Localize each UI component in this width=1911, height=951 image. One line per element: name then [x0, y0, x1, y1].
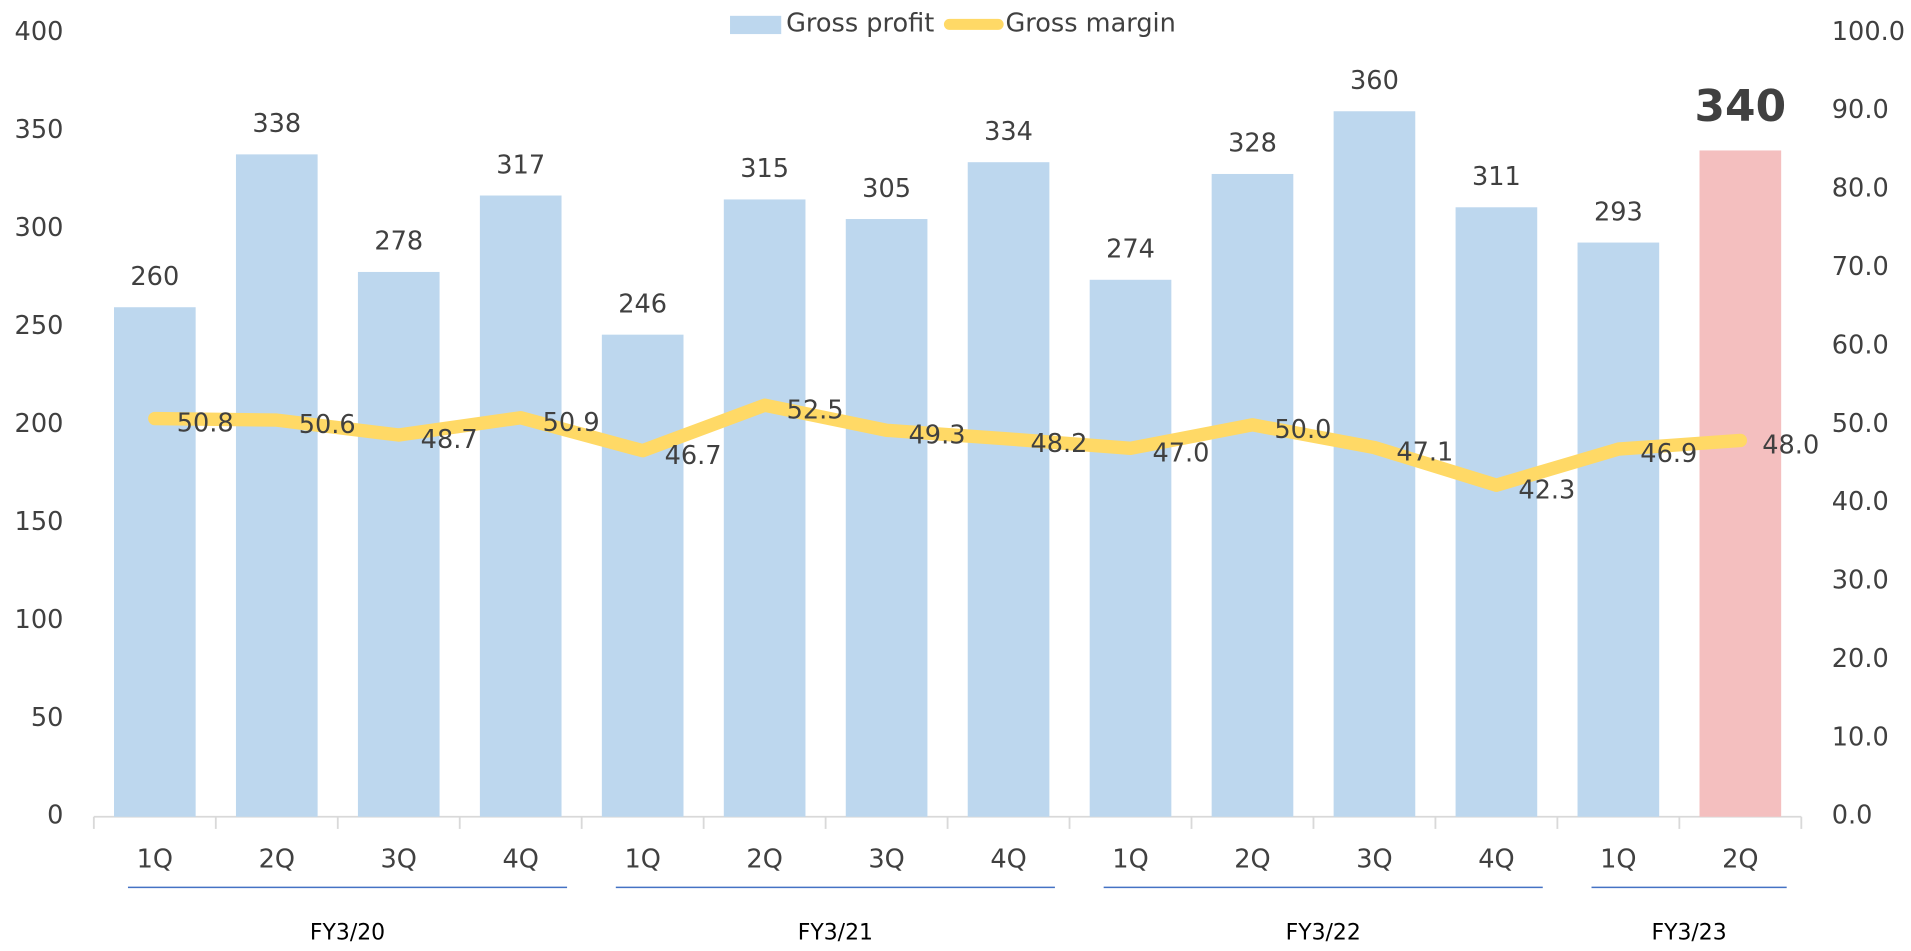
line-value-label: 47.1 — [1396, 438, 1453, 468]
bar-value-label: 246 — [618, 289, 667, 319]
line-value-label: 50.6 — [299, 410, 356, 440]
bar-value-label: 334 — [984, 117, 1033, 147]
bar-value-label: 338 — [252, 109, 301, 139]
x-tick-label: 2Q — [1234, 845, 1270, 875]
x-tick-label: 1Q — [137, 845, 173, 875]
margin-line — [148, 398, 1748, 492]
line-value-label: 49.3 — [909, 420, 966, 450]
y2-tick-label: 80.0 — [1832, 174, 1889, 204]
bar — [1455, 207, 1538, 817]
y-tick-label: 250 — [15, 311, 64, 341]
bar-value-label: 317 — [496, 150, 545, 180]
bar-value-label: 293 — [1594, 197, 1643, 227]
group-label: FY3/23 — [1651, 921, 1726, 946]
bar-value-label: 305 — [862, 174, 911, 204]
y-tick-label: 100 — [15, 605, 64, 635]
line-value-label: 48.7 — [421, 425, 478, 455]
x-tick-label: 3Q — [381, 845, 417, 875]
line-value-label: 52.5 — [787, 395, 844, 425]
bar — [1577, 242, 1660, 817]
y2-tick-label: 10.0 — [1832, 722, 1889, 752]
line-value-label: 48.2 — [1030, 429, 1087, 459]
x-tick-label: 4Q — [503, 845, 539, 875]
bar — [479, 195, 562, 817]
x-tick-label: 1Q — [1112, 845, 1148, 875]
bar — [235, 154, 318, 817]
line-value-label: 42.3 — [1518, 475, 1575, 505]
line-value-label: 50.0 — [1274, 415, 1331, 445]
x-tick-label: 3Q — [868, 845, 904, 875]
y2-tick-label: 90.0 — [1832, 95, 1889, 125]
bar — [1211, 173, 1294, 817]
group-label: FY3/20 — [310, 921, 385, 946]
x-tick-label: 2Q — [746, 845, 782, 875]
y-tick-label: 200 — [15, 409, 64, 439]
group-label: FY3/22 — [1286, 921, 1361, 946]
y-tick-label: 50 — [31, 703, 64, 733]
y2-tick-label: 60.0 — [1832, 330, 1889, 360]
y-tick-label: 0 — [47, 801, 63, 831]
x-tick-label: 2Q — [1722, 845, 1758, 875]
bar — [1089, 279, 1172, 817]
bar-value-label: 260 — [130, 262, 179, 292]
bar-value-label: 278 — [374, 227, 423, 257]
y-tick-label: 150 — [15, 507, 64, 537]
legend-swatch — [730, 15, 782, 35]
y-tick-label: 300 — [15, 213, 64, 243]
bar-value-label: 311 — [1472, 162, 1521, 192]
x-tick-label: 1Q — [1600, 845, 1636, 875]
line-value-label: 46.7 — [665, 441, 722, 471]
bar — [1699, 150, 1782, 817]
y2-tick-label: 40.0 — [1832, 487, 1889, 517]
y2-tick-label: 50.0 — [1832, 409, 1889, 439]
x-tick-label: 4Q — [990, 845, 1026, 875]
line-value-label: 50.9 — [543, 408, 600, 438]
bar — [113, 307, 196, 817]
line-value-label: 47.0 — [1152, 438, 1209, 468]
line-value-label: 48.0 — [1762, 431, 1819, 461]
bar — [967, 162, 1050, 817]
legend-label: Gross margin — [1005, 8, 1175, 38]
group-label: FY3/21 — [798, 921, 873, 946]
bar — [845, 219, 928, 817]
bar — [601, 334, 684, 817]
bar-value-label: 340 — [1695, 81, 1787, 132]
bar — [357, 271, 440, 817]
x-tick-label: 4Q — [1478, 845, 1514, 875]
y2-tick-label: 100.0 — [1832, 17, 1905, 47]
y2-tick-label: 70.0 — [1832, 252, 1889, 282]
x-tick-label: 2Q — [259, 845, 295, 875]
y2-tick-label: 0.0 — [1832, 801, 1873, 831]
y2-tick-label: 30.0 — [1832, 566, 1889, 596]
y-tick-label: 400 — [15, 17, 64, 47]
bar-value-label: 315 — [740, 154, 789, 184]
x-tick-label: 1Q — [624, 845, 660, 875]
y-tick-label: 350 — [15, 115, 64, 145]
legend-label: Gross profit — [786, 8, 934, 38]
bar — [723, 199, 806, 817]
bar-value-label: 274 — [1106, 235, 1155, 265]
line-value-label: 50.8 — [177, 409, 234, 439]
bar — [1333, 111, 1416, 817]
bar-value-label: 360 — [1350, 66, 1399, 96]
y2-tick-label: 20.0 — [1832, 644, 1889, 674]
line-value-label: 46.9 — [1640, 439, 1697, 469]
bar-value-label: 328 — [1228, 129, 1277, 159]
x-tick-label: 3Q — [1356, 845, 1392, 875]
